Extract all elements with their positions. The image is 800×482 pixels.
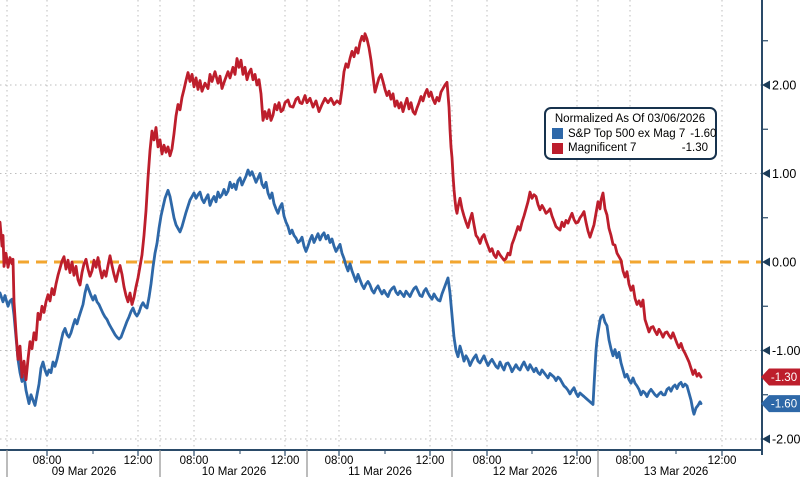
x-tick-label: 08:00 <box>473 455 502 467</box>
date-label: 11 Mar 2026 <box>348 466 412 477</box>
legend-value-sp500: -1.60 <box>690 127 717 140</box>
legend-swatch-mag7-icon <box>552 142 563 154</box>
legend-swatch-sp500-icon <box>552 128 563 139</box>
y-tick-arrow-icon <box>762 346 770 355</box>
legend-label-sp500: S&P Top 500 ex Mag 7 <box>568 127 686 140</box>
date-label: 12 Mar 2026 <box>493 466 558 477</box>
y-tick-arrow-icon <box>762 80 770 90</box>
series-line-sp500-ex-mag7 <box>0 168 703 416</box>
x-tick-label: 08:00 <box>180 455 209 467</box>
x-tick-label: 08:00 <box>616 455 645 467</box>
x-tick-label: 12:00 <box>416 455 445 467</box>
y-tick-label: 0.00 <box>772 256 796 270</box>
series-line-magnificent-7 <box>0 32 703 382</box>
y-tick-label: 2.00 <box>772 79 796 93</box>
y-tick-label: -1.00 <box>772 344 800 358</box>
last-value-badge-sp500 <box>761 395 800 413</box>
y-tick-arrow-icon <box>762 434 770 444</box>
badge-label: -1.60 <box>771 399 797 411</box>
legend-row-magnificent-7: Magnificent 7 -1.30 <box>552 142 708 154</box>
legend-row-sp500-ex-mag7: S&P Top 500 ex Mag 7 -1.60 <box>552 127 716 140</box>
y-tick-arrow-icon <box>762 257 770 267</box>
badge-label: -1.30 <box>771 372 797 384</box>
x-tick-label: 08:00 <box>33 455 62 467</box>
x-tick-label: 12:00 <box>124 455 153 467</box>
legend-value-mag7: -1.30 <box>681 142 708 154</box>
y-tick-arrow-icon <box>762 169 770 178</box>
x-tick-label: 12:00 <box>563 455 592 467</box>
date-label: 13 Mar 2026 <box>644 466 709 477</box>
legend-label-mag7: Magnificent 7 <box>568 142 637 154</box>
date-label: 09 Mar 2026 <box>52 466 117 477</box>
legend-title: Normalized As Of 03/06/2026 <box>554 113 706 125</box>
y-tick-label: -2.00 <box>772 433 800 447</box>
chart-legend: Normalized As Of 03/06/2026 S&P Top 500 … <box>544 107 717 160</box>
x-tick-label: 12:00 <box>708 455 737 467</box>
x-tick-label: 08:00 <box>325 455 354 467</box>
last-value-badge-mag7 <box>761 368 800 386</box>
x-tick-label: 12:00 <box>271 455 300 467</box>
date-label: 10 Mar 2026 <box>202 466 267 477</box>
y-tick-label: 1.00 <box>772 167 796 181</box>
